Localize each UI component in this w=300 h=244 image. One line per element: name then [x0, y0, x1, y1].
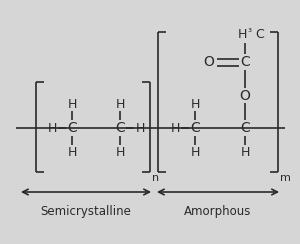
Text: H: H: [238, 28, 247, 41]
Text: C: C: [115, 121, 125, 135]
Text: H: H: [240, 145, 250, 159]
Text: C: C: [190, 121, 200, 135]
Text: C: C: [255, 28, 264, 41]
Text: m: m: [280, 173, 291, 183]
Text: H: H: [135, 122, 145, 134]
Text: H: H: [115, 98, 125, 111]
Text: O: O: [240, 89, 250, 103]
Text: H: H: [47, 122, 57, 134]
Text: C: C: [240, 121, 250, 135]
Text: ₃: ₃: [247, 24, 251, 34]
Text: Amorphous: Amorphous: [184, 205, 252, 218]
Text: H: H: [67, 98, 77, 111]
Text: C: C: [240, 55, 250, 69]
Text: O: O: [204, 55, 214, 69]
Text: H: H: [170, 122, 180, 134]
Text: C: C: [67, 121, 77, 135]
Text: H: H: [115, 145, 125, 159]
Text: H: H: [190, 145, 200, 159]
Text: H: H: [190, 98, 200, 111]
Text: Semicrystalline: Semicrystalline: [40, 205, 131, 218]
Text: n: n: [152, 173, 159, 183]
Text: H: H: [67, 145, 77, 159]
